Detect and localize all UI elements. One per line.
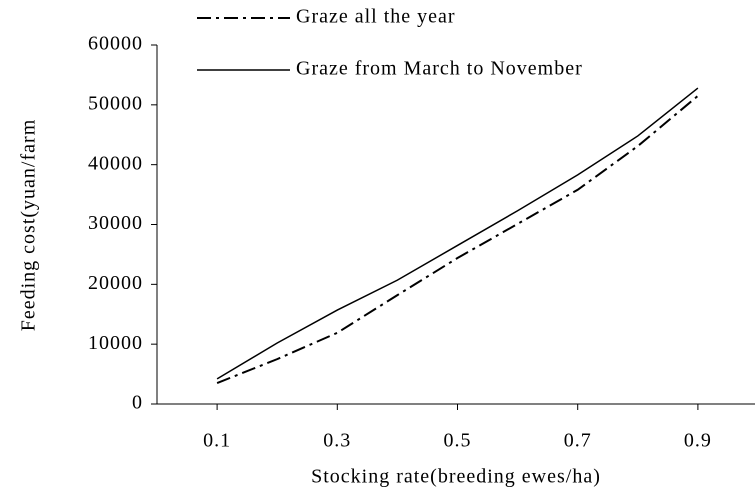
y-tick-label: 20000 — [88, 272, 143, 294]
legend-label: Graze all the year — [296, 6, 456, 28]
x-tick-label: 0.5 — [444, 430, 472, 452]
y-tick-label: 0 — [132, 392, 143, 414]
x-tick-label: 0.3 — [323, 430, 351, 452]
series-line — [216, 87, 699, 380]
y-tick-label: 60000 — [88, 33, 143, 55]
y-axis-title: Feeding cost(yuan/farm — [18, 119, 40, 332]
y-tick-label: 10000 — [88, 332, 143, 354]
x-axis-title: Stocking rate(breeding ewes/ha) — [311, 466, 601, 488]
y-tick-label: 40000 — [88, 152, 143, 174]
x-tick-label: 0.1 — [203, 430, 231, 452]
y-tick-label: 30000 — [88, 212, 143, 234]
series-line — [216, 95, 699, 384]
x-tick-label: 0.7 — [564, 430, 592, 452]
y-tick-label: 50000 — [88, 92, 143, 114]
x-tick-label: 0.9 — [684, 430, 712, 452]
legend-label: Graze from March to November — [296, 58, 583, 80]
